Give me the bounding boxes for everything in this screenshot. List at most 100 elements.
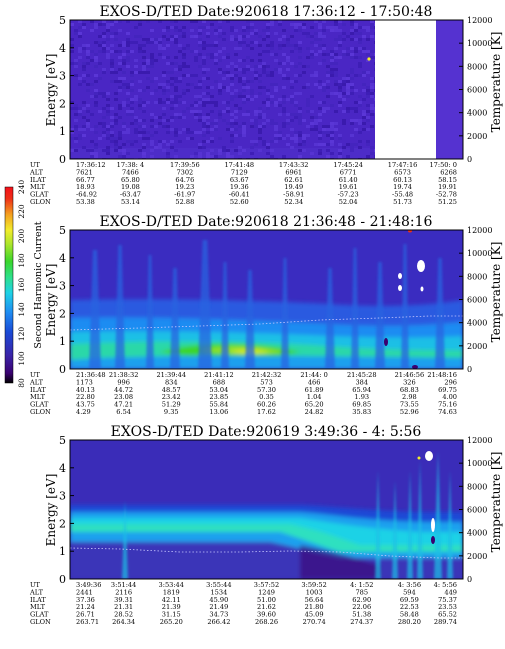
speckle-cell — [110, 134, 114, 137]
speckle-cell — [70, 137, 74, 140]
speckle-cell — [94, 143, 98, 146]
speckle-cell — [166, 62, 170, 65]
speckle-cell — [282, 155, 286, 158]
speckle-cell — [290, 146, 294, 149]
speckle-cell — [242, 125, 246, 128]
speckle-cell — [346, 110, 350, 113]
speckle-cell — [170, 71, 174, 74]
speckle-cell — [342, 50, 346, 53]
speckle-cell — [294, 23, 298, 26]
speckle-cell — [90, 152, 94, 155]
speckle-cell — [178, 95, 182, 98]
speckle-cell — [70, 128, 74, 131]
speckle-cell — [238, 80, 242, 83]
speckle-cell — [362, 26, 366, 29]
speckle-cell — [174, 41, 178, 44]
speckle-cell — [90, 128, 94, 131]
panel-3-y2tick-label: 2000 — [467, 552, 487, 561]
speckle-cell — [194, 74, 198, 77]
speckle-cell — [78, 35, 82, 38]
speckle-cell — [250, 59, 254, 62]
speckle-cell — [298, 41, 302, 44]
speckle-cell — [98, 50, 102, 53]
ephemeris-row-label: MLT — [30, 183, 46, 191]
speckle-cell — [302, 86, 306, 89]
speckle-cell — [210, 149, 214, 152]
ephemeris-value: 21:38:32 — [109, 371, 139, 379]
colorbar-tick-label: 140 — [17, 302, 26, 317]
speckle-cell — [238, 35, 242, 38]
speckle-cell — [362, 47, 366, 50]
speckle-cell — [118, 131, 122, 134]
ephemeris-value: 62.61 — [284, 176, 303, 184]
panel-2-title: EXOS-D/TED Date:920618 21:36:48 - 21:48:… — [100, 214, 433, 230]
speckle-cell — [246, 56, 250, 59]
panel-1-y2tick-label: 8000 — [467, 62, 487, 71]
heatmap-spike — [417, 460, 423, 579]
speckle-cell — [218, 20, 222, 23]
panel-3-heatmap — [70, 440, 463, 579]
heatmap-spike — [392, 480, 398, 579]
speckle-cell — [174, 35, 178, 38]
ephemeris-value: 51.29 — [162, 401, 181, 409]
speckle-cell — [134, 35, 138, 38]
ephemeris-value: 65.94 — [352, 386, 371, 394]
speckle-cell — [162, 71, 166, 74]
speckle-cell — [110, 107, 114, 110]
speckle-cell — [334, 29, 338, 32]
speckle-cell — [106, 92, 110, 95]
speckle-cell — [178, 77, 182, 80]
colorbar-gradient — [4, 186, 14, 384]
speckle-cell — [98, 77, 102, 80]
panel-1-ytick-label: 1 — [59, 125, 66, 138]
speckle-cell — [134, 122, 138, 125]
panel-2-y2tick-label: 0 — [467, 365, 472, 374]
speckle-cell — [314, 125, 318, 128]
speckle-cell — [114, 149, 118, 152]
speckle-cell — [354, 29, 358, 32]
speckle-cell — [126, 152, 130, 155]
ephemeris-value: 21.24 — [76, 603, 95, 611]
ephemeris-row-label: GLAT — [30, 191, 49, 199]
speckle-cell — [170, 83, 174, 86]
speckle-cell — [158, 38, 162, 41]
speckle-cell — [158, 20, 162, 23]
ephemeris-value: 17:36:12 — [76, 161, 106, 169]
speckle-cell — [322, 128, 326, 131]
speckle-cell — [178, 68, 182, 71]
speckle-cell — [314, 53, 318, 56]
panel-3-ytick-label: 1 — [59, 545, 66, 558]
panel-2-ylabel: Energy [eV] — [44, 264, 58, 337]
speckle-cell — [210, 140, 214, 143]
speckle-cell — [142, 155, 146, 158]
speckle-cell — [178, 80, 182, 83]
speckle-cell — [74, 140, 78, 143]
speckle-cell — [350, 68, 354, 71]
speckle-cell — [250, 98, 254, 101]
speckle-cell — [102, 23, 106, 26]
speckle-cell — [178, 29, 182, 32]
speckle-cell — [254, 71, 258, 74]
speckle-cell — [178, 113, 182, 116]
speckle-cell — [294, 104, 298, 107]
speckle-cell — [278, 38, 282, 41]
speckle-cell — [146, 71, 150, 74]
ephemeris-value: -57.23 — [338, 191, 359, 199]
ephemeris-value: 62.90 — [352, 596, 371, 604]
speckle-cell — [370, 56, 374, 59]
panel-3-y2tick-label: 6000 — [467, 506, 487, 515]
speckle-cell — [262, 68, 266, 71]
speckle-cell — [146, 77, 150, 80]
speckle-cell — [258, 128, 262, 131]
speckle-cell — [350, 56, 354, 59]
speckle-cell — [94, 80, 98, 83]
panel-1-ephemeris: UT 17:36:12 17:38: 4 17:39:56 17:41:48 17:43:… — [29, 161, 457, 206]
speckle-cell — [346, 155, 350, 158]
speckle-cell — [346, 86, 350, 89]
speckle-cell — [178, 35, 182, 38]
panel-3-y2tick-label: 4000 — [467, 529, 487, 538]
speckle-cell — [294, 134, 298, 137]
speckle-cell — [330, 56, 334, 59]
speckle-cell — [182, 32, 186, 35]
